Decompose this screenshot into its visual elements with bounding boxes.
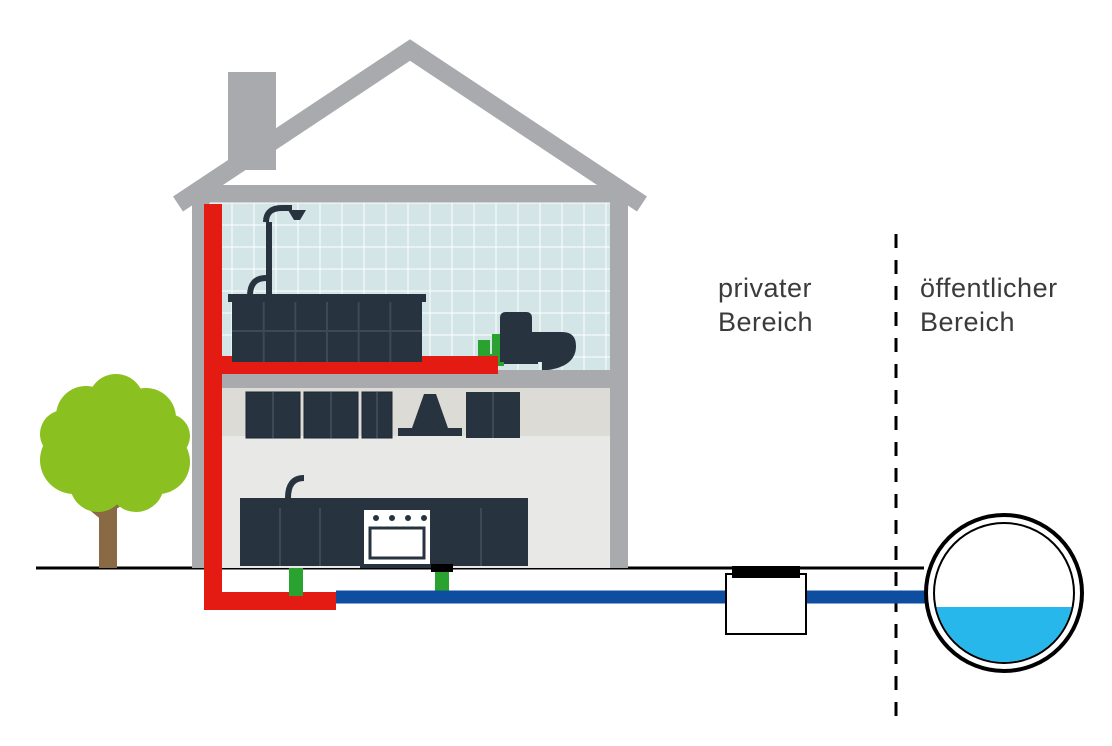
private-line2: Bereich	[718, 307, 813, 337]
blue-pipe	[336, 591, 960, 604]
public-line2: Bereich	[920, 307, 1015, 337]
private-area-label: privater Bereich	[718, 272, 813, 340]
red-pipe-under	[204, 592, 336, 610]
riser-cap	[431, 564, 453, 572]
private-line1: privater	[718, 273, 812, 303]
ceiling	[192, 185, 628, 203]
shower-riser	[266, 222, 272, 300]
inspection-lid	[732, 566, 800, 578]
base-cabinet-left	[240, 508, 360, 566]
ground-riser-0	[289, 568, 303, 596]
sewer-water	[934, 607, 1074, 746]
public-area-label: öffentlicher Bereich	[920, 272, 1058, 340]
public-line1: öffentlicher	[920, 273, 1058, 303]
red-pipe-vertical	[204, 204, 222, 601]
tree-canopy	[40, 374, 190, 512]
inspection-chamber	[726, 574, 806, 634]
